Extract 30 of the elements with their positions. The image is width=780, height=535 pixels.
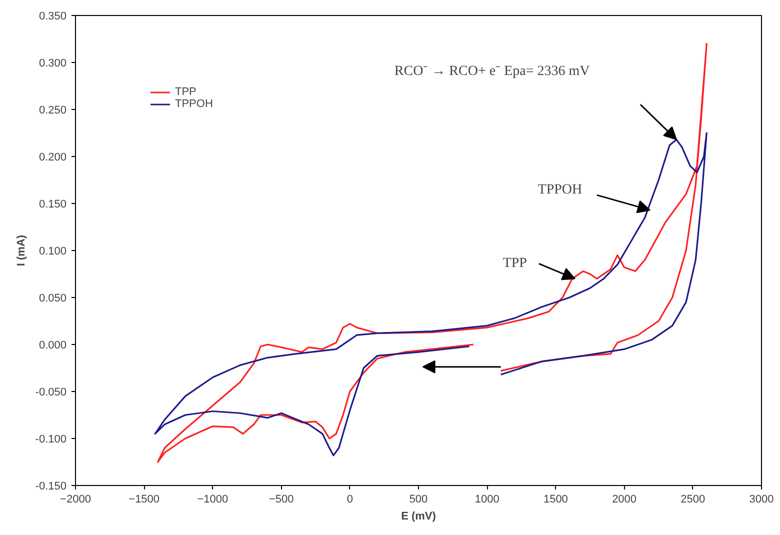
legend-label: TPP xyxy=(175,86,196,98)
x-tick-label: 0 xyxy=(346,494,353,506)
legend-label: TPPOH xyxy=(175,98,213,110)
x-tick-label: −2000 xyxy=(60,494,91,506)
x-tick-label: 1000 xyxy=(474,494,500,506)
x-tick-label: 3000 xyxy=(749,494,774,506)
x-tick-label: 1500 xyxy=(543,494,568,506)
x-axis-title: E (mV) xyxy=(401,510,436,522)
x-tick-label: −500 xyxy=(268,494,294,506)
line-series xyxy=(157,42,708,463)
y-axis-title: I (mA) xyxy=(15,234,28,266)
y-tick-label: -0.050 xyxy=(35,386,67,398)
x-tick-label: −1500 xyxy=(128,494,160,506)
y-tick-label: 0.150 xyxy=(38,198,67,210)
y-tick-label: 0.200 xyxy=(38,152,67,164)
x-tick-label: −1000 xyxy=(197,494,228,506)
y-tick-label: -0.150 xyxy=(35,480,67,492)
annotation: RCO⁻ → RCO+ e⁻ Epa= 2336 mV xyxy=(394,64,590,79)
y-tick-label: -0.100 xyxy=(35,434,67,446)
y-tick-label: 0.100 xyxy=(38,246,67,258)
y-tick-label: 0.350 xyxy=(38,10,67,22)
x-tick-label: 2000 xyxy=(612,494,637,506)
annotation: TPPOH xyxy=(538,182,582,198)
x-tick-label: 2500 xyxy=(680,494,706,506)
y-tick-label: 0.300 xyxy=(38,58,67,70)
y-tick-label: 0.000 xyxy=(38,340,67,352)
y-tick-label: 0.250 xyxy=(38,104,67,116)
annotation: TPP xyxy=(502,256,528,272)
x-tick-label: 500 xyxy=(409,494,428,506)
y-tick-label: 0.050 xyxy=(38,292,67,304)
